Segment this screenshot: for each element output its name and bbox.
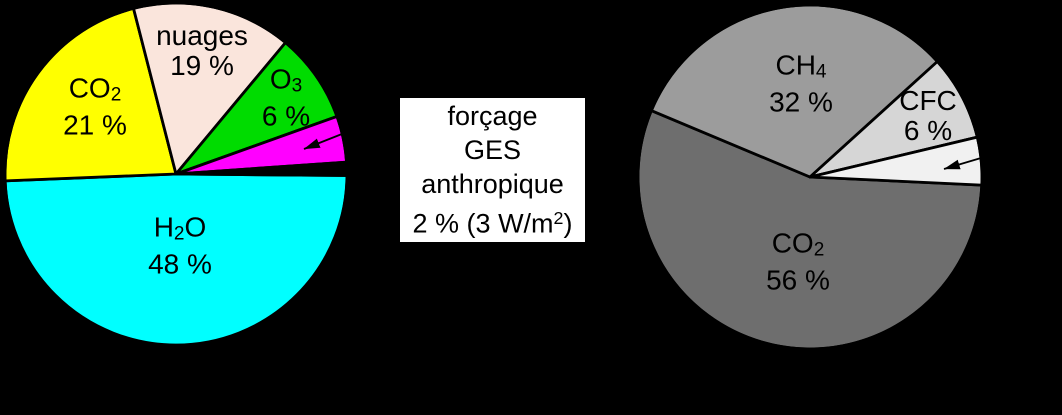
text-segment: GES xyxy=(463,135,522,166)
annotation-arrow-right xyxy=(943,157,982,170)
text-segment: anthropique xyxy=(421,169,564,200)
annotation-arrow-left xyxy=(303,131,348,150)
pie-right-outline xyxy=(636,3,984,351)
callout-line: 2 % (3 W/m2) xyxy=(413,201,573,241)
pie-left-slice-h2o xyxy=(3,172,349,348)
callout-line: anthropique xyxy=(421,167,564,201)
callout-line: GES xyxy=(464,133,521,167)
callout-line: forçage xyxy=(447,99,537,133)
superscript: 2 xyxy=(553,208,564,229)
pie-left-outline xyxy=(3,1,349,347)
text-segment: ) xyxy=(563,208,573,239)
text-segment: forçage xyxy=(447,101,538,132)
anthropogenic-forcing-callout: forçage GES anthropique 2 % (3 W/m2) xyxy=(400,98,585,242)
text-segment: 2 % (3 W/m xyxy=(412,208,554,239)
